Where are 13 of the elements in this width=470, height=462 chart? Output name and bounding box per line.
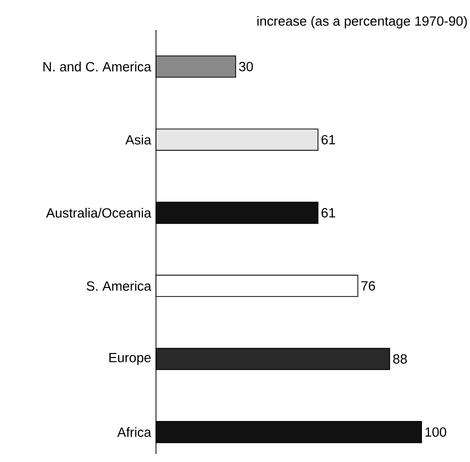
y-tick-label: Africa xyxy=(117,427,152,437)
chart-title: increase (as a percentage 1970-90) xyxy=(257,16,467,28)
data-label: 61 xyxy=(322,134,336,144)
data-label: 100 xyxy=(425,427,446,437)
data-label: 61 xyxy=(322,208,336,218)
data-label: 30 xyxy=(239,62,253,72)
y-tick-label: Europe xyxy=(109,352,151,365)
y-tick-label: N. and C. America xyxy=(43,62,152,72)
y-tick-label: S. America xyxy=(86,280,152,291)
data-label: 88 xyxy=(393,354,407,364)
y-tick-label: Australia/Oceania xyxy=(46,208,152,218)
y-tick-label: Asia xyxy=(125,134,152,145)
data-label: 76 xyxy=(361,281,375,291)
